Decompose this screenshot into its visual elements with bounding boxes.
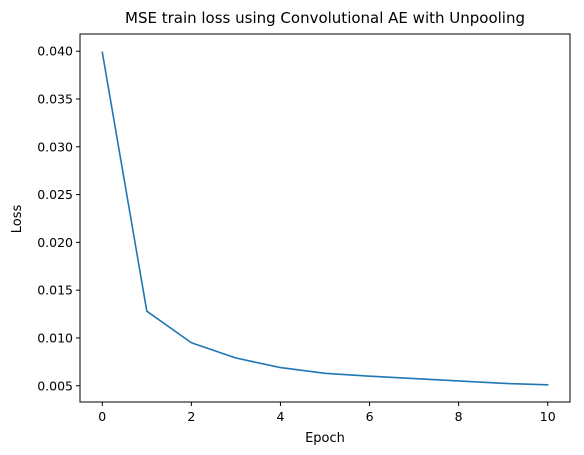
y-tick-label: 0.025 [37,187,73,202]
y-tick-label: 0.040 [37,44,73,59]
x-tick-label: 6 [366,409,374,424]
y-tick-label: 0.010 [37,330,73,345]
series-line-train-loss [101,51,549,386]
axes-frame [79,33,571,403]
chart-title: MSE train loss using Convolutional AE wi… [125,9,525,27]
x-tick-label: 10 [540,409,556,424]
x-axis-title: Epoch [305,431,345,446]
y-tick-label: 0.030 [37,139,73,154]
x-tick-label: 0 [98,409,106,424]
y-axis-title: Loss [10,205,25,234]
y-tick-label: 0.035 [37,91,73,106]
y-tick-label: 0.005 [37,378,73,393]
y-tick-label: 0.015 [37,283,73,298]
plot-area: 0 2 4 6 8 10 0.005 0.010 0.015 0.020 0.025 0.030 0.0… [37,33,571,424]
x-tick-label: 2 [187,409,195,424]
y-tick-label: 0.020 [37,235,73,250]
x-tick-label: 8 [455,409,463,424]
x-tick-label: 4 [276,409,284,424]
